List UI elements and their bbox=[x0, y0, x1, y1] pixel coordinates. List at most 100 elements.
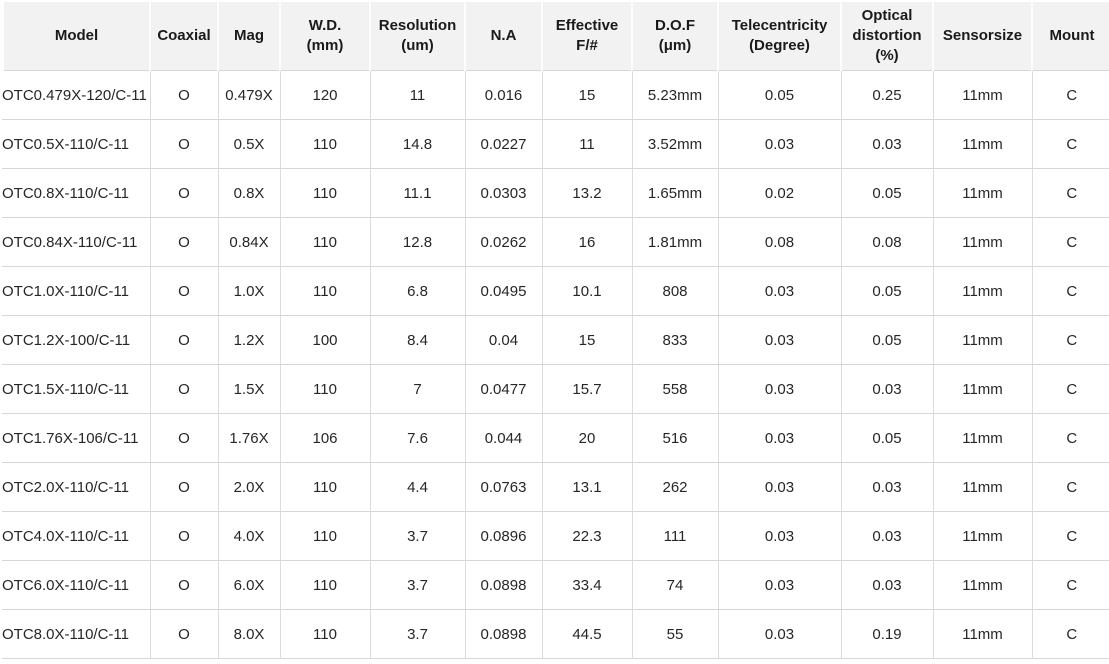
cell-mount: C bbox=[1032, 266, 1109, 316]
cell-wd-mm: 110 bbox=[280, 168, 371, 218]
cell-na: 0.0898 bbox=[465, 560, 543, 610]
column-header-optical-distortion: Optical distortion (%) bbox=[841, 2, 934, 71]
cell-sensorsize: 11mm bbox=[933, 266, 1033, 316]
cell-coaxial: O bbox=[150, 609, 219, 659]
cell-mag: 0.5X bbox=[218, 119, 281, 169]
cell-telecentricity: 0.08 bbox=[718, 217, 842, 267]
cell-na: 0.0477 bbox=[465, 364, 543, 414]
cell-wd-mm: 110 bbox=[280, 609, 371, 659]
cell-model: OTC4.0X-110/C-11 bbox=[2, 511, 151, 561]
cell-sensorsize: 11mm bbox=[933, 462, 1033, 512]
cell-dof-um: 55 bbox=[632, 609, 719, 659]
cell-na: 0.0763 bbox=[465, 462, 543, 512]
cell-sensorsize: 11mm bbox=[933, 315, 1033, 365]
cell-optical-distortion: 0.05 bbox=[841, 315, 934, 365]
cell-optical-distortion: 0.25 bbox=[841, 70, 934, 120]
cell-wd-mm: 110 bbox=[280, 119, 371, 169]
cell-coaxial: O bbox=[150, 70, 219, 120]
cell-coaxial: O bbox=[150, 266, 219, 316]
cell-wd-mm: 110 bbox=[280, 560, 371, 610]
cell-dof-um: 3.52mm bbox=[632, 119, 719, 169]
cell-sensorsize: 11mm bbox=[933, 217, 1033, 267]
table-body: OTC0.479X-120/C-11 O 0.479X 120 11 0.016 15 5.2… bbox=[2, 70, 1109, 659]
cell-na: 0.016 bbox=[465, 70, 543, 120]
table-header: Model Coaxial Mag W.D. (mm) Resolution (um) N… bbox=[0, 2, 1109, 71]
cell-telecentricity: 0.03 bbox=[718, 119, 842, 169]
cell-mag: 0.84X bbox=[218, 217, 281, 267]
cell-sensorsize: 11mm bbox=[933, 70, 1033, 120]
table-row: OTC1.76X-106/C-11 O 1.76X 106 7.6 0.044 20 516 0… bbox=[2, 413, 1109, 463]
cell-model: OTC0.5X-110/C-11 bbox=[2, 119, 151, 169]
cell-telecentricity: 0.03 bbox=[718, 364, 842, 414]
cell-telecentricity: 0.03 bbox=[718, 462, 842, 512]
cell-optical-distortion: 0.19 bbox=[841, 609, 934, 659]
column-header-sensorsize: Sensorsize bbox=[933, 2, 1033, 71]
cell-effective-f: 13.2 bbox=[542, 168, 633, 218]
cell-dof-um: 833 bbox=[632, 315, 719, 365]
cell-mount: C bbox=[1032, 413, 1109, 463]
cell-resolution-um: 4.4 bbox=[370, 462, 466, 512]
cell-resolution-um: 3.7 bbox=[370, 511, 466, 561]
table-row: OTC1.0X-110/C-11 O 1.0X 110 6.8 0.0495 10.1 808… bbox=[2, 266, 1109, 316]
cell-sensorsize: 11mm bbox=[933, 413, 1033, 463]
cell-model: OTC8.0X-110/C-11 bbox=[2, 609, 151, 659]
cell-model: OTC1.2X-100/C-11 bbox=[2, 315, 151, 365]
cell-dof-um: 808 bbox=[632, 266, 719, 316]
table-row: OTC6.0X-110/C-11 O 6.0X 110 3.7 0.0898 33.4 74 0… bbox=[2, 560, 1109, 610]
cell-telecentricity: 0.03 bbox=[718, 560, 842, 610]
cell-mount: C bbox=[1032, 511, 1109, 561]
cell-mag: 4.0X bbox=[218, 511, 281, 561]
cell-na: 0.0495 bbox=[465, 266, 543, 316]
cell-mount: C bbox=[1032, 168, 1109, 218]
cell-sensorsize: 11mm bbox=[933, 560, 1033, 610]
cell-mount: C bbox=[1032, 70, 1109, 120]
cell-mag: 1.5X bbox=[218, 364, 281, 414]
table-row: OTC0.8X-110/C-11 O 0.8X 110 11.1 0.0303 13.2 1.… bbox=[2, 168, 1109, 218]
table-row: OTC1.2X-100/C-11 O 1.2X 100 8.4 0.04 15 833 0.03… bbox=[2, 315, 1109, 365]
cell-optical-distortion: 0.03 bbox=[841, 560, 934, 610]
cell-telecentricity: 0.03 bbox=[718, 511, 842, 561]
cell-resolution-um: 7.6 bbox=[370, 413, 466, 463]
cell-effective-f: 13.1 bbox=[542, 462, 633, 512]
cell-sensorsize: 11mm bbox=[933, 119, 1033, 169]
table-row: OTC8.0X-110/C-11 O 8.0X 110 3.7 0.0898 44.5 55 0… bbox=[2, 609, 1109, 659]
cell-mag: 0.479X bbox=[218, 70, 281, 120]
cell-effective-f: 20 bbox=[542, 413, 633, 463]
cell-sensorsize: 11mm bbox=[933, 364, 1033, 414]
column-header-coaxial: Coaxial bbox=[150, 2, 219, 71]
cell-effective-f: 15.7 bbox=[542, 364, 633, 414]
cell-sensorsize: 11mm bbox=[933, 168, 1033, 218]
cell-resolution-um: 14.8 bbox=[370, 119, 466, 169]
cell-optical-distortion: 0.08 bbox=[841, 217, 934, 267]
cell-wd-mm: 110 bbox=[280, 217, 371, 267]
cell-mount: C bbox=[1032, 609, 1109, 659]
cell-sensorsize: 11mm bbox=[933, 511, 1033, 561]
column-header-telecentricity: Telecentricity (Degree) bbox=[718, 2, 842, 71]
cell-telecentricity: 0.03 bbox=[718, 413, 842, 463]
column-header-resolution-um: Resolution (um) bbox=[370, 2, 466, 71]
cell-optical-distortion: 0.03 bbox=[841, 119, 934, 169]
cell-model: OTC0.8X-110/C-11 bbox=[2, 168, 151, 218]
cell-model: OTC1.5X-110/C-11 bbox=[2, 364, 151, 414]
cell-optical-distortion: 0.05 bbox=[841, 413, 934, 463]
column-header-dof-um: D.O.F (μm) bbox=[632, 2, 719, 71]
cell-dof-um: 74 bbox=[632, 560, 719, 610]
table-row: OTC2.0X-110/C-11 O 2.0X 110 4.4 0.0763 13.1 262… bbox=[2, 462, 1109, 512]
cell-wd-mm: 120 bbox=[280, 70, 371, 120]
cell-resolution-um: 12.8 bbox=[370, 217, 466, 267]
cell-optical-distortion: 0.03 bbox=[841, 462, 934, 512]
cell-mount: C bbox=[1032, 462, 1109, 512]
cell-na: 0.04 bbox=[465, 315, 543, 365]
cell-mount: C bbox=[1032, 364, 1109, 414]
cell-coaxial: O bbox=[150, 560, 219, 610]
cell-mag: 0.8X bbox=[218, 168, 281, 218]
table-row: OTC4.0X-110/C-11 O 4.0X 110 3.7 0.0896 22.3 111… bbox=[2, 511, 1109, 561]
cell-mag: 6.0X bbox=[218, 560, 281, 610]
cell-model: OTC1.76X-106/C-11 bbox=[2, 413, 151, 463]
cell-na: 0.0262 bbox=[465, 217, 543, 267]
cell-optical-distortion: 0.05 bbox=[841, 266, 934, 316]
cell-coaxial: O bbox=[150, 364, 219, 414]
cell-optical-distortion: 0.05 bbox=[841, 168, 934, 218]
cell-dof-um: 1.81mm bbox=[632, 217, 719, 267]
